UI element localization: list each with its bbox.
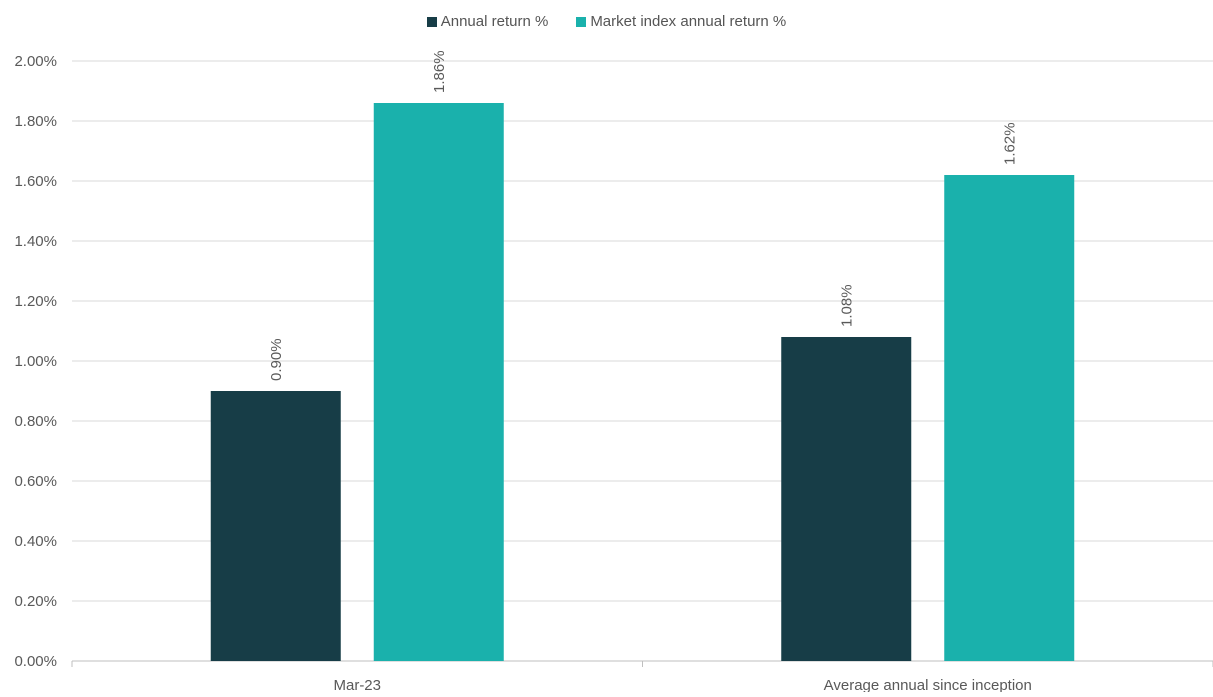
y-tick-label: 1.40% xyxy=(14,233,57,250)
bar xyxy=(210,391,341,661)
bar xyxy=(373,103,504,661)
x-tick-label: Average annual since inception xyxy=(824,677,1032,692)
y-tick-label: 0.60% xyxy=(14,473,57,490)
y-tick-label: 1.80% xyxy=(14,113,57,130)
legend-item-annual-return: Annual return % xyxy=(426,13,549,30)
y-tick-label: 0.80% xyxy=(14,413,57,430)
legend-swatch-market-index xyxy=(576,16,587,27)
legend-label-annual-return: Annual return % xyxy=(440,13,549,30)
bar xyxy=(944,175,1075,661)
y-tick-label: 1.00% xyxy=(14,353,57,370)
x-tick-label: Mar-23 xyxy=(333,677,381,692)
data-label: 0.90% xyxy=(268,338,285,381)
legend-label-market-index: Market index annual return % xyxy=(590,13,787,30)
y-tick-label: 0.00% xyxy=(14,653,57,670)
data-label: 1.62% xyxy=(1001,122,1018,165)
legend-item-market-index: Market index annual return % xyxy=(576,13,786,30)
y-tick-label: 1.60% xyxy=(14,173,57,190)
y-tick-label: 0.20% xyxy=(14,593,57,610)
legend-swatch-annual-return xyxy=(426,16,437,27)
data-label: 1.86% xyxy=(431,50,448,93)
y-tick-label: 0.40% xyxy=(14,533,57,550)
y-tick-label: 2.00% xyxy=(14,53,57,70)
bar xyxy=(781,337,912,661)
chart-legend: Annual return % Market index annual retu… xyxy=(0,13,1213,30)
data-label: 1.08% xyxy=(838,284,855,327)
y-tick-label: 1.20% xyxy=(14,293,57,310)
